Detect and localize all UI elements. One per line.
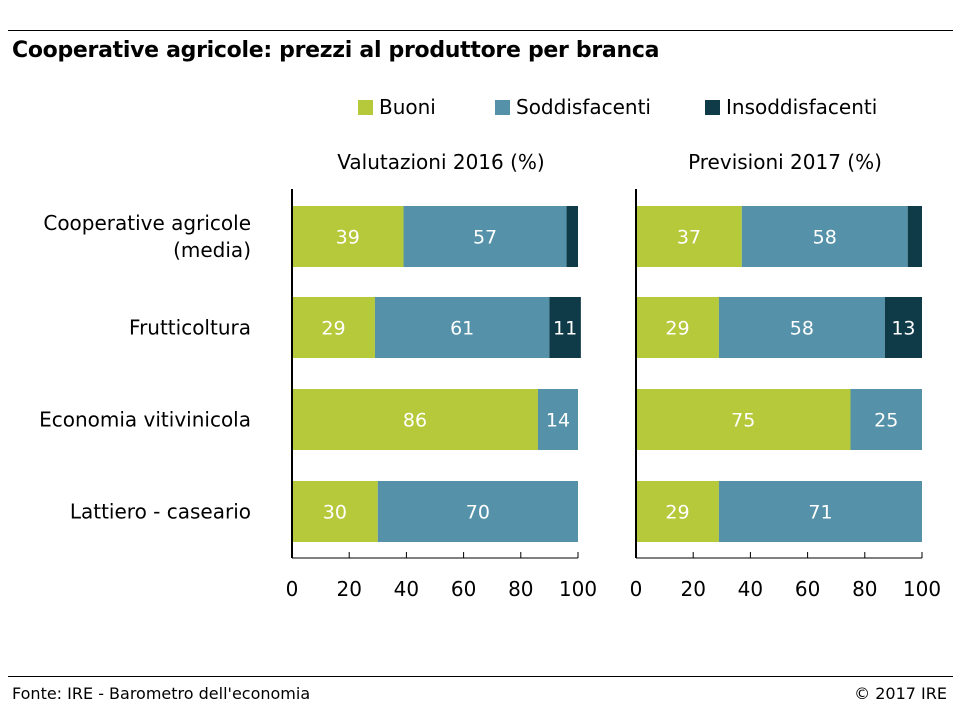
bar-segment (566, 206, 578, 267)
data-label: 57 (473, 227, 497, 249)
category-label: Economia vitivinicola (39, 408, 251, 432)
bar-segment (374, 297, 550, 358)
data-label: 11 (553, 318, 577, 340)
bar-segment (636, 297, 719, 358)
data-label: 13 (891, 318, 915, 340)
legend-label-soddisfacenti: Soddisfacenti (516, 95, 651, 119)
legend-item-buoni: Buoni (358, 95, 436, 119)
bottom-rule (8, 676, 953, 677)
legend-swatch-buoni (358, 99, 373, 115)
bar-segment (636, 206, 742, 267)
legend-label-buoni: Buoni (379, 95, 436, 119)
bar-segment (292, 297, 375, 358)
category-label: Frutticoltura (129, 316, 251, 340)
bar-segment (549, 297, 581, 358)
legend: Buoni Soddisfacenti Insoddisfacenti (0, 95, 961, 123)
data-label: 14 (546, 410, 570, 432)
x-tick-label: 40 (738, 577, 763, 601)
category-label: Lattiero - caseario (70, 500, 251, 524)
x-tick-label: 100 (903, 577, 941, 601)
bar-segment (377, 481, 578, 542)
data-label: 71 (808, 502, 832, 524)
bar-segment (718, 297, 885, 358)
data-label: 30 (323, 502, 347, 524)
data-label: 86 (403, 410, 427, 432)
x-tick-label: 20 (680, 577, 705, 601)
x-tick-label: 0 (630, 577, 643, 601)
bar-segment (292, 481, 378, 542)
chart-title: Cooperative agricole: prezzi al produtto… (12, 38, 660, 63)
bar-segment (718, 481, 922, 542)
legend-swatch-soddisfacenti (495, 99, 510, 115)
bar-segment (292, 206, 404, 267)
source-note: Fonte: IRE - Barometro dell'economia (12, 684, 311, 703)
bar-segment (636, 389, 851, 450)
x-tick-label: 60 (795, 577, 820, 601)
panel-title: Previsioni 2017 (%) (688, 150, 882, 174)
legend-item-insoddisfacenti: Insoddisfacenti (705, 95, 877, 119)
bar-segment (636, 481, 719, 542)
top-rule (8, 30, 953, 31)
data-label: 58 (790, 318, 814, 340)
data-label: 29 (665, 318, 689, 340)
x-tick-label: 60 (451, 577, 476, 601)
legend-item-soddisfacenti: Soddisfacenti (495, 95, 651, 119)
data-label: 39 (336, 227, 360, 249)
category-label: Cooperative agricole (43, 211, 251, 235)
x-tick-label: 0 (286, 577, 299, 601)
legend-label-insoddisfacenti: Insoddisfacenti (726, 95, 878, 119)
bar-segment (907, 206, 922, 267)
data-label: 75 (731, 410, 755, 432)
data-label: 29 (321, 318, 345, 340)
panel-title: Valutazioni 2016 (%) (337, 150, 544, 174)
x-tick-label: 80 (852, 577, 877, 601)
data-label: 29 (665, 502, 689, 524)
bar-segment (292, 389, 538, 450)
bar-segment (403, 206, 567, 267)
legend-swatch-insoddisfacenti (705, 99, 720, 115)
category-label: (media) (173, 238, 251, 262)
data-label: 70 (466, 502, 490, 524)
x-tick-label: 80 (508, 577, 533, 601)
data-label: 37 (677, 227, 701, 249)
copyright-note: © 2017 IRE (854, 684, 947, 703)
x-tick-label: 100 (559, 577, 597, 601)
x-tick-label: 20 (336, 577, 361, 601)
bar-segment (741, 206, 908, 267)
data-label: 61 (450, 318, 474, 340)
bar-segment (850, 389, 922, 450)
bar-segment (537, 389, 578, 450)
x-tick-label: 40 (394, 577, 419, 601)
data-label: 58 (813, 227, 837, 249)
data-label: 25 (874, 410, 898, 432)
bar-segment (884, 297, 922, 358)
